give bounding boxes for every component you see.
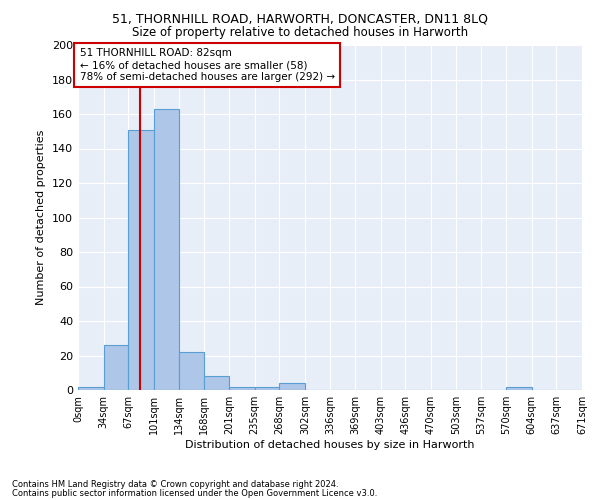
Bar [254,386,279,390]
Bar [154,109,179,390]
Text: 51 THORNHILL ROAD: 82sqm
← 16% of detached houses are smaller (58)
78% of semi-d: 51 THORNHILL ROAD: 82sqm ← 16% of detach… [80,48,335,82]
Bar [104,345,128,390]
Y-axis label: Number of detached properties: Number of detached properties [37,130,46,305]
Text: Contains HM Land Registry data © Crown copyright and database right 2024.: Contains HM Land Registry data © Crown c… [12,480,338,489]
Bar [279,383,305,390]
Text: Contains public sector information licensed under the Open Government Licence v3: Contains public sector information licen… [12,488,377,498]
Text: Size of property relative to detached houses in Harworth: Size of property relative to detached ho… [132,26,468,39]
Text: 51, THORNHILL ROAD, HARWORTH, DONCASTER, DN11 8LQ: 51, THORNHILL ROAD, HARWORTH, DONCASTER,… [112,12,488,26]
Bar [78,386,104,390]
Bar [229,386,254,390]
Bar [506,386,532,390]
Bar [204,376,229,390]
X-axis label: Distribution of detached houses by size in Harworth: Distribution of detached houses by size … [185,440,475,450]
Bar [179,352,204,390]
Bar [128,130,154,390]
